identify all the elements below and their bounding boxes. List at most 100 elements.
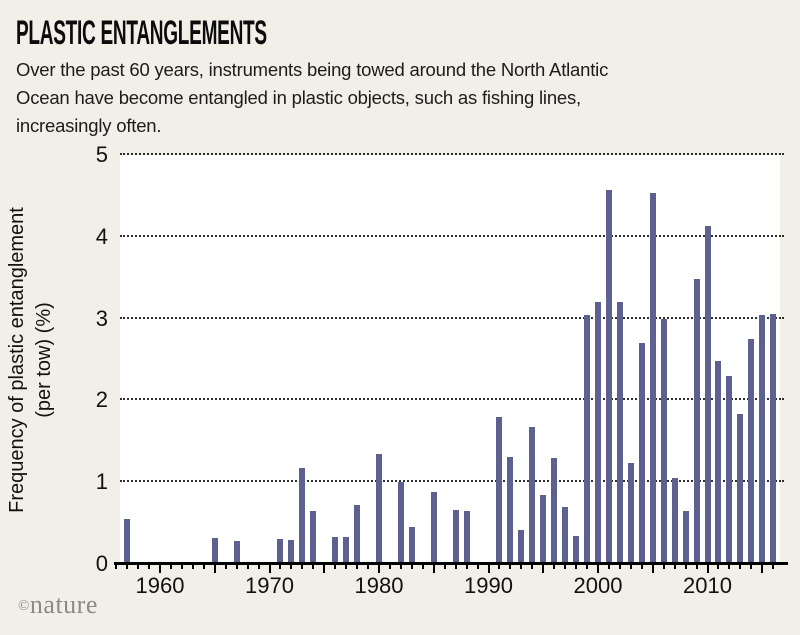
subtitle-line: increasingly often. <box>16 115 162 136</box>
x-tick-1960 <box>159 565 161 573</box>
x-tick-2007 <box>673 565 676 569</box>
x-tick-label-2000: 2000 <box>573 573 623 598</box>
x-tick-1966 <box>224 565 227 569</box>
bar-1988 <box>463 510 470 564</box>
y-tick-label-3: 3 <box>95 305 108 331</box>
x-tick-1977 <box>345 565 348 569</box>
x-tick-1967 <box>235 565 238 569</box>
gridline-1 <box>120 480 784 483</box>
x-tick-2013 <box>739 565 742 569</box>
x-tick-1978 <box>356 565 359 569</box>
x-tick-1961 <box>169 565 172 569</box>
x-tick-1958 <box>137 565 140 569</box>
copyright-icon: © <box>18 598 30 614</box>
bar-2000 <box>595 302 601 564</box>
x-tick-1994 <box>531 565 534 569</box>
bar-1998 <box>573 536 580 564</box>
x-tick-1975 <box>323 565 326 573</box>
x-tick-2001 <box>607 565 610 569</box>
y-axis-title-line2: (per tow) (%) <box>33 301 56 418</box>
gridline-3 <box>120 316 784 319</box>
bar-1976 <box>332 537 339 564</box>
bar-2007 <box>671 478 678 564</box>
bar-1995 <box>540 495 547 564</box>
bar-1977 <box>343 537 350 564</box>
bar-1973 <box>299 468 306 564</box>
bar-1997 <box>562 506 569 564</box>
x-tick-1992 <box>509 565 512 569</box>
bar-1972 <box>288 540 295 564</box>
y-tick-label-1: 1 <box>95 469 108 495</box>
x-tick-1970 <box>268 565 271 573</box>
x-tick-1990 <box>487 565 490 573</box>
x-tick-1983 <box>410 565 413 569</box>
bar-2009 <box>693 278 700 564</box>
subtitle-line: Ocean have become entangled in plastic o… <box>16 87 581 108</box>
y-axis-title-line1: Frequency of plastic entanglement <box>6 206 29 513</box>
x-tick-1998 <box>575 565 578 569</box>
y-axis-title: Frequency of plastic entanglement (per t… <box>2 155 60 564</box>
x-axis-line <box>114 562 788 565</box>
bar-1965 <box>211 537 218 564</box>
x-tick-1988 <box>465 565 468 569</box>
y-tick-label-4: 4 <box>95 223 108 249</box>
bar-2016 <box>770 313 777 564</box>
gridline-4 <box>120 234 784 237</box>
bar-2001 <box>605 190 612 564</box>
x-tick-label-1990: 1990 <box>464 573 513 598</box>
x-tick-1996 <box>553 565 556 569</box>
bar-2012 <box>726 375 733 564</box>
x-tick-1987 <box>454 565 457 569</box>
x-tick-label-1960: 1960 <box>135 573 185 598</box>
x-tick-1959 <box>148 565 151 569</box>
bar-2010 <box>704 226 711 564</box>
x-tick-1971 <box>279 565 282 569</box>
bar-1967 <box>233 541 240 564</box>
x-tick-1989 <box>476 565 479 569</box>
bar-1996 <box>551 457 558 564</box>
x-tick-1985 <box>432 565 435 573</box>
x-tick-2014 <box>750 565 753 569</box>
bar-2008 <box>682 510 689 564</box>
x-tick-2003 <box>629 565 632 569</box>
x-tick-1962 <box>180 565 183 569</box>
x-tick-1976 <box>334 565 337 569</box>
bar-1980 <box>376 453 382 564</box>
x-tick-1997 <box>564 565 567 569</box>
chart-title: PLASTIC ENTANGLEMENTS <box>16 14 267 52</box>
x-tick-label-2010: 2010 <box>683 573 732 598</box>
x-tick-1993 <box>520 565 523 569</box>
x-tick-1968 <box>246 565 249 569</box>
y-tick-label-5: 5 <box>95 142 108 167</box>
x-tick-2008 <box>684 565 687 569</box>
bar-1992 <box>507 456 514 564</box>
x-tick-1991 <box>498 565 501 569</box>
bar-2004 <box>638 343 645 564</box>
x-tick-1995 <box>542 565 545 573</box>
x-tick-1973 <box>301 565 304 569</box>
subtitle-line: Over the past 60 years, instruments bein… <box>16 59 609 80</box>
x-tick-2005 <box>651 565 654 573</box>
x-tick-2006 <box>662 565 665 569</box>
x-tick-2002 <box>618 565 621 569</box>
bar-2002 <box>616 302 623 564</box>
nature-wordmark: nature <box>29 590 98 619</box>
bar-2003 <box>627 463 634 564</box>
x-tick-2004 <box>640 565 643 569</box>
x-tick-2000 <box>597 565 599 573</box>
x-tick-1965 <box>213 565 216 573</box>
x-tick-2010 <box>706 565 709 573</box>
x-tick-2009 <box>695 565 698 569</box>
x-tick-1982 <box>399 565 402 569</box>
x-tick-1956 <box>115 565 118 569</box>
x-tick-1957 <box>126 565 129 569</box>
x-tick-1974 <box>312 565 315 569</box>
bar-2011 <box>715 361 722 564</box>
y-tick-label-0: 0 <box>95 551 108 576</box>
bar-1983 <box>408 527 415 564</box>
x-tick-1980 <box>378 565 380 573</box>
bar-1999 <box>584 315 591 564</box>
x-tick-1984 <box>421 565 424 569</box>
y-tick-label-2: 2 <box>95 387 108 413</box>
